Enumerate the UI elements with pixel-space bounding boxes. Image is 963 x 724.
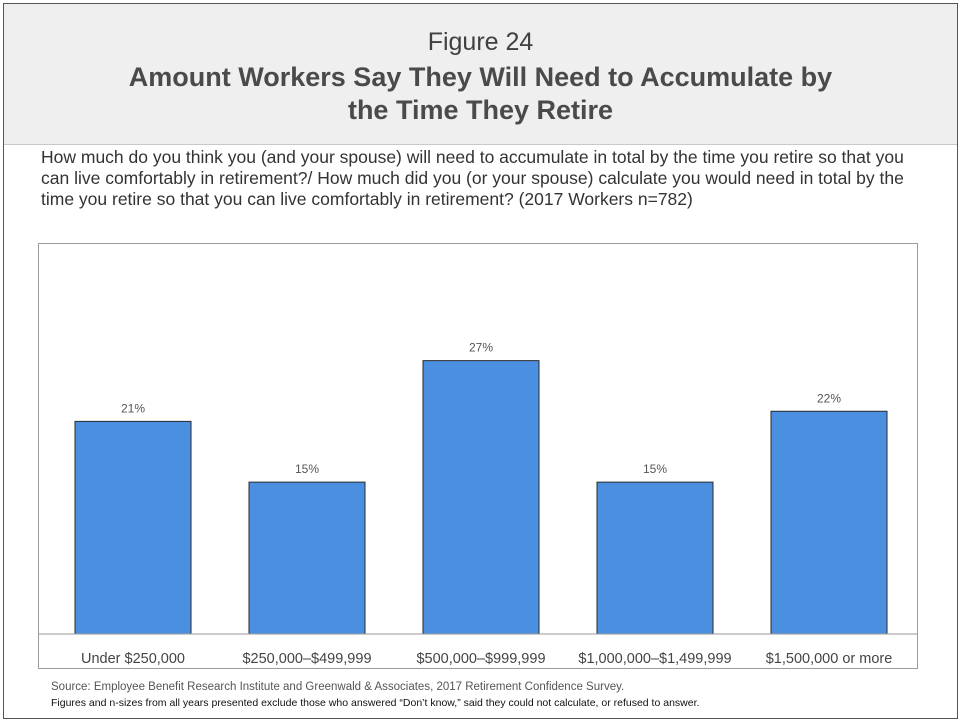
footnote: Figures and n-sizes from all years prese… — [51, 697, 700, 709]
data-label-1: 15% — [295, 462, 319, 476]
figure-label: Figure 24 — [427, 28, 534, 56]
data-label-0: 21% — [121, 401, 145, 415]
category-label-2: $500,000–$999,999 — [416, 651, 545, 667]
bar-3 — [596, 481, 714, 635]
data-label-2: 27% — [469, 341, 493, 355]
bar-0 — [74, 420, 192, 635]
category-label-1: $250,000–$499,999 — [242, 651, 371, 667]
survey-question: How much do you think you (and your spou… — [41, 147, 904, 209]
data-label-3: 15% — [643, 462, 667, 476]
category-label-0: Under $250,000 — [81, 651, 185, 667]
source-note: Source: Employee Benefit Research Instit… — [51, 681, 625, 693]
figure-title: Amount Workers Say They Will Need to Acc… — [128, 62, 833, 125]
category-label-3: $1,000,000–$1,499,999 — [578, 651, 731, 667]
chart-area — [38, 243, 918, 669]
figure-header: Figure 24 Amount Workers Say They Will N… — [4, 4, 957, 145]
data-label-4: 22% — [817, 391, 841, 405]
category-label-4: $1,500,000 or more — [766, 651, 893, 667]
bar-4 — [770, 410, 888, 635]
bar-1 — [248, 481, 366, 635]
bar-2 — [422, 360, 540, 635]
